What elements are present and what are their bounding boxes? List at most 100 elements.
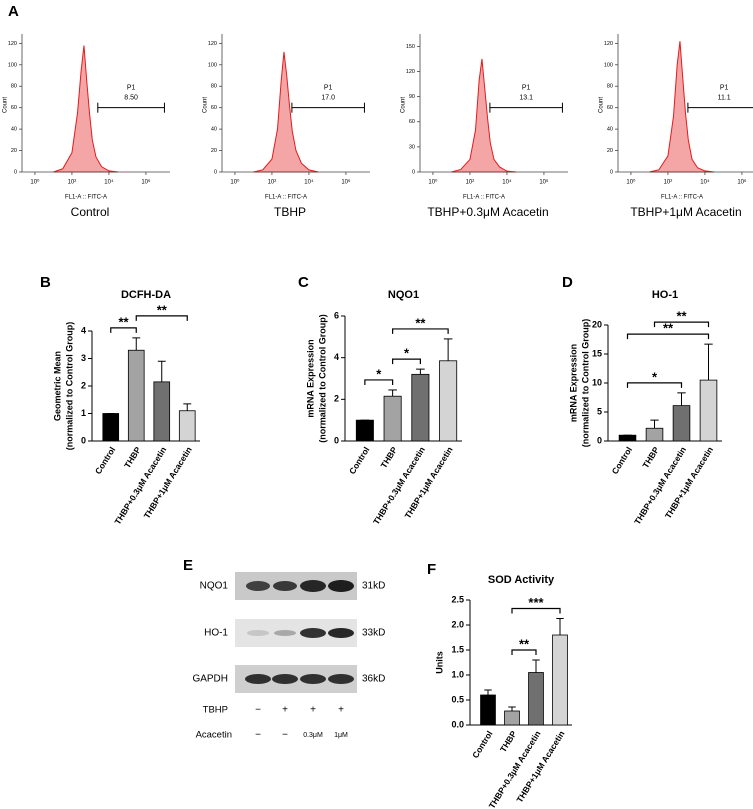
treatment-lane: + <box>282 705 288 716</box>
blot-size-label: 33kD <box>362 628 385 639</box>
blot-row-label: HO-1 <box>204 628 228 639</box>
significance-bracket <box>135 315 188 321</box>
significance-label: *** <box>528 595 544 610</box>
histogram-title: TBHP+0.3μM Acacetin <box>427 205 548 219</box>
x-tick-label: 10⁶ <box>341 179 351 186</box>
y-axis-label: Count <box>3 97 9 113</box>
treatment-lane: 0.3μM <box>303 732 323 739</box>
treatment-label: Acacetin <box>196 730 232 741</box>
y-tick-label: 0 <box>597 435 602 445</box>
chart-title: DCFH-DA <box>121 289 171 301</box>
blot-row-label: GAPDH <box>192 674 228 685</box>
y-tick-label: 100 <box>8 62 17 68</box>
y-tick-label: 60 <box>211 105 217 111</box>
chart-title: NQO1 <box>388 289 419 301</box>
y-tick-label: 120 <box>8 41 17 47</box>
bar <box>672 405 691 442</box>
significance-label: ** <box>519 636 530 651</box>
y-tick-label: 20 <box>211 148 217 154</box>
blot-size-label: 31kD <box>362 581 385 592</box>
y-tick-label: 20 <box>11 148 17 154</box>
histogram-area <box>53 45 119 173</box>
bar <box>355 419 374 442</box>
gate-name: P1 <box>720 85 729 92</box>
y-tick-label: 5 <box>597 406 602 416</box>
y-axis-label: Geometric Mean <box>52 351 62 421</box>
significance-label: ** <box>118 314 129 329</box>
significance-label: ** <box>415 315 426 330</box>
y-axis-label: Count <box>203 97 209 113</box>
y-tick-label: 6 <box>334 310 339 320</box>
x-axis-label: FL1-A :: FITC-A <box>265 195 307 201</box>
significance-bracket <box>392 358 421 365</box>
gate-value: 17.0 <box>321 95 335 102</box>
x-axis-label: FL1-A :: FITC-A <box>661 195 703 201</box>
y-tick-label: 2 <box>81 380 86 390</box>
panel-label: A <box>8 3 19 20</box>
treatment-lane: − <box>255 705 261 716</box>
y-tick-label: 40 <box>607 127 613 133</box>
x-tick-label: 10² <box>268 180 277 186</box>
y-tick-label: 60 <box>607 105 613 111</box>
y-tick-label: 80 <box>211 84 217 90</box>
treatment-lane: − <box>255 730 261 741</box>
y-tick-label: 0 <box>81 435 86 445</box>
y-tick-label: 80 <box>11 84 17 90</box>
y-tick-label: 120 <box>604 41 613 47</box>
y-axis-label: mRNA Expression <box>305 339 315 417</box>
blot-size-label: 36kD <box>362 674 385 685</box>
histogram-title: TBHP+1μM Acacetin <box>630 205 741 219</box>
y-tick-label: 100 <box>604 62 613 68</box>
y-tick-label: 0 <box>334 435 339 445</box>
panel-label: C <box>298 274 309 291</box>
y-tick-label: 4 <box>334 352 339 362</box>
bar <box>153 381 171 442</box>
y-axis-label: Units <box>434 651 444 674</box>
y-tick-label: 2 <box>334 394 339 404</box>
significance-label: ** <box>157 302 168 317</box>
y-tick-label: 0 <box>14 169 17 175</box>
y-tick-label: 15 <box>592 348 602 358</box>
histogram-area <box>451 58 517 173</box>
x-tick-label: 10⁶ <box>737 179 747 186</box>
x-tick-label: 10⁴ <box>104 179 114 186</box>
y-axis-label: mRNA Expression <box>568 344 578 422</box>
bar <box>528 672 544 726</box>
treatment-lane: 1μM <box>334 732 348 739</box>
bar <box>552 634 568 726</box>
x-tick-label: 10² <box>664 180 673 186</box>
bar <box>383 395 402 442</box>
y-tick-label: 0.0 <box>451 719 464 729</box>
y-tick-label: 100 <box>208 62 217 68</box>
significance-bracket <box>110 327 137 333</box>
treatment-label: TBHP <box>203 705 228 716</box>
y-tick-label: 0 <box>610 169 613 175</box>
y-axis-label: Count <box>599 97 605 113</box>
x-tick-label: 10⁰ <box>428 179 438 186</box>
histogram-area <box>253 51 319 173</box>
y-tick-label: 60 <box>11 105 17 111</box>
significance-bracket <box>364 379 394 385</box>
gate-name: P1 <box>324 85 333 92</box>
y-tick-label: 3 <box>81 353 86 363</box>
x-tick-label: 10² <box>466 180 475 186</box>
significance-bracket <box>511 607 561 614</box>
significance-bracket <box>392 328 449 334</box>
gate-name: P1 <box>522 85 531 92</box>
treatment-lane: − <box>282 730 288 741</box>
panel-label: E <box>183 557 193 574</box>
x-axis-label: FL1-A :: FITC-A <box>463 195 505 201</box>
y-tick-label: 80 <box>607 84 613 90</box>
panel-label: F <box>427 561 436 578</box>
x-tick-label: 10⁴ <box>502 179 512 186</box>
bar <box>178 410 196 442</box>
y-tick-label: 0.5 <box>451 694 464 704</box>
bar <box>699 379 718 442</box>
significance-bracket <box>626 333 710 340</box>
y-tick-label: 2.0 <box>451 619 464 629</box>
y-tick-label: 30 <box>409 144 415 150</box>
y-tick-label: 20 <box>592 319 602 329</box>
y-tick-label: 1.5 <box>451 644 464 654</box>
bar <box>504 710 520 726</box>
x-tick-label: 10⁴ <box>700 179 710 186</box>
